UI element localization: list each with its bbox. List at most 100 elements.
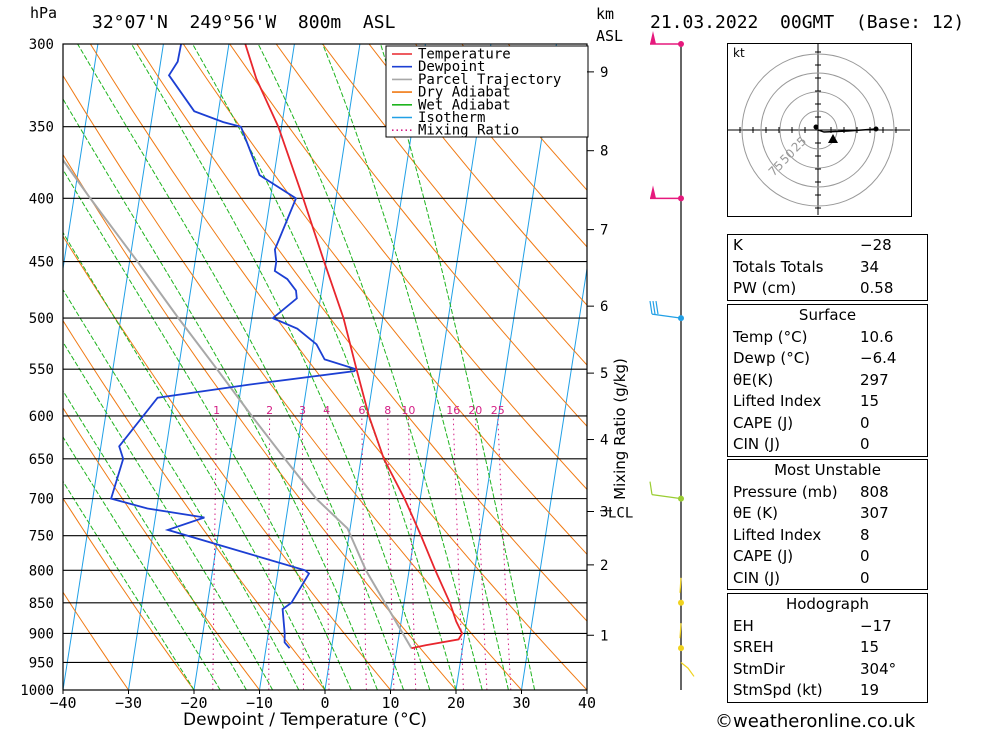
pressure-tick-label: 350 bbox=[29, 120, 54, 136]
isotherm-line bbox=[193, 44, 295, 690]
index-label: StmSpd (kt) bbox=[733, 681, 823, 699]
index-label: Lifted Index bbox=[733, 525, 822, 544]
isotherm-line bbox=[259, 44, 361, 690]
most-unstable-table: Most Unstable Pressure (mb) 808 θE (K) 307 Li… bbox=[727, 459, 928, 590]
legend-box bbox=[385, 45, 589, 138]
wind-barb-feather bbox=[649, 481, 653, 495]
credit-footer: ©weatheronline.co.uk bbox=[715, 711, 916, 732]
wind-barb-feather bbox=[649, 300, 653, 315]
isotherm-line bbox=[0, 44, 32, 690]
table-title: Most Unstable bbox=[774, 461, 881, 479]
index-label: SREH bbox=[733, 638, 774, 656]
dry-adiabat-line bbox=[89, 44, 587, 690]
index-row: SREH 15 bbox=[728, 637, 927, 659]
index-label: θE (K) bbox=[733, 504, 778, 522]
dry-adiabat-line bbox=[275, 44, 587, 428]
dry-adiabat-line bbox=[63, 153, 457, 690]
hodograph-start-dot bbox=[813, 124, 819, 130]
x-tick-label: 40 bbox=[578, 694, 596, 712]
pressure-tick-label: 500 bbox=[29, 311, 54, 327]
index-value: 304° bbox=[860, 659, 897, 678]
index-label: CIN (J) bbox=[733, 568, 781, 587]
index-label: θE(K) bbox=[733, 370, 774, 389]
wind-barb-feather bbox=[655, 300, 659, 315]
mixing-ratio-label: 16 bbox=[446, 404, 460, 417]
km-tick-label: 8 bbox=[600, 144, 608, 160]
hpa-label: hPa bbox=[30, 4, 58, 22]
wind-barb-feather bbox=[652, 300, 656, 315]
pressure-tick-label: 950 bbox=[29, 655, 54, 671]
indices-top-table: K −28 Totals Totals 34 PW (cm) 0.58 bbox=[727, 234, 928, 301]
index-label: EH bbox=[733, 616, 754, 635]
km-tick-label: 4 bbox=[600, 433, 608, 449]
index-value: 0 bbox=[860, 435, 870, 453]
mixing-ratio-label: 1 bbox=[213, 404, 220, 417]
dry-adiabat-line bbox=[63, 235, 391, 690]
legend-item-label: Wet Adiabat bbox=[418, 97, 511, 113]
wet-adiabat-line bbox=[63, 168, 352, 690]
wind-level-dot bbox=[678, 599, 684, 606]
pressure-tick-label: 400 bbox=[29, 191, 54, 207]
index-value: 0.58 bbox=[860, 279, 894, 297]
index-label: CAPE (J) bbox=[733, 547, 794, 565]
x-tick-label: 0 bbox=[320, 694, 329, 712]
mixing-ratio-line bbox=[452, 415, 464, 690]
wet-adiabat-line bbox=[322, 44, 509, 690]
index-value: 307 bbox=[860, 504, 889, 522]
isotherm-line bbox=[390, 44, 492, 690]
x-axis-title: Dewpoint / Temperature (°C) bbox=[183, 710, 428, 730]
legend-item-label: Dewpoint bbox=[418, 59, 485, 75]
isotherm-line bbox=[324, 44, 426, 690]
hodograph-table: Hodograph EH −17 SREH 15 StmDir 304° StmSpd (kt… bbox=[727, 593, 928, 703]
hodograph-panel bbox=[727, 43, 912, 217]
index-row: CIN (J) 0 bbox=[728, 568, 927, 590]
surface-table: Surface Temp (°C) 10.6 Dewp (°C) −6.4 θE(K) 29… bbox=[727, 304, 928, 457]
wet-adiabat-line bbox=[380, 44, 536, 690]
index-row: Dewp (°C) −6.4 bbox=[728, 348, 927, 370]
km-tick-label: 6 bbox=[600, 299, 608, 315]
dewpoint-line bbox=[109, 44, 358, 649]
wind-barb-pennant bbox=[650, 31, 656, 44]
pressure-tick-label: 700 bbox=[29, 492, 54, 508]
lcl-label: LCL bbox=[608, 506, 633, 522]
index-row: StmSpd (kt) 19 bbox=[728, 680, 927, 702]
isotherm-line bbox=[63, 44, 164, 690]
hodograph-trace bbox=[817, 128, 877, 133]
x-tick-label: −10 bbox=[246, 694, 273, 712]
index-value: −28 bbox=[860, 236, 892, 254]
index-row: K −28 bbox=[728, 235, 927, 257]
mixing-ratio-label: 25 bbox=[491, 404, 505, 417]
km-tick-label: 9 bbox=[600, 65, 608, 81]
index-label: Dewp (°C) bbox=[733, 349, 811, 367]
wind-level-dot bbox=[678, 645, 684, 652]
km-tick-label: 7 bbox=[600, 223, 608, 239]
pressure-tick-label: 450 bbox=[29, 255, 54, 271]
legend-item-label: Isotherm bbox=[418, 110, 485, 126]
index-value: −6.4 bbox=[860, 349, 897, 367]
index-label: K bbox=[733, 236, 743, 254]
index-row: PW (cm) 0.58 bbox=[728, 278, 927, 300]
isotherm-line bbox=[63, 44, 99, 272]
wind-barb-shaft bbox=[679, 623, 682, 639]
x-tick-label: −30 bbox=[115, 694, 142, 712]
hodograph-ring bbox=[798, 110, 838, 150]
legend-item-label: Mixing Ratio bbox=[418, 123, 519, 139]
wet-adiabat-line bbox=[257, 44, 483, 690]
pressure-tick-label: 650 bbox=[29, 452, 54, 468]
hodograph-end-dot bbox=[873, 126, 879, 132]
datetime-title: 21.03.2022 00GMT (Base: 12) bbox=[650, 12, 965, 33]
index-label: Totals Totals bbox=[733, 257, 824, 276]
x-tick-label: 30 bbox=[512, 694, 530, 712]
km-tick-label: 3 bbox=[600, 504, 608, 520]
mixing-ratio-label: 8 bbox=[384, 404, 391, 417]
index-label: CIN (J) bbox=[733, 435, 781, 453]
isotherm-line bbox=[521, 265, 587, 690]
index-row: StmDir 304° bbox=[728, 659, 927, 681]
wind-barb-shaft bbox=[651, 493, 682, 500]
storm-motion-marker bbox=[828, 134, 838, 143]
dry-adiabat-line bbox=[63, 497, 195, 690]
pressure-tick-label: 750 bbox=[29, 529, 54, 545]
wet-adiabat-line bbox=[192, 44, 457, 690]
x-tick-label: −20 bbox=[180, 694, 207, 712]
